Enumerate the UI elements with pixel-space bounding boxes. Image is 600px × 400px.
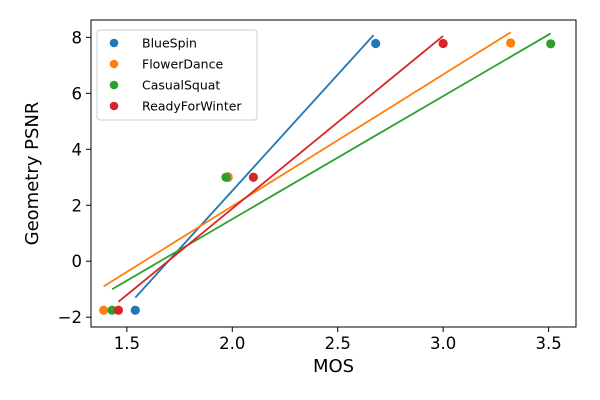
legend-label-0: BlueSpin xyxy=(142,36,197,51)
fit-line-3 xyxy=(117,35,444,303)
legend-marker-2 xyxy=(109,80,119,90)
data-point-0-0 xyxy=(130,305,140,315)
x-tick-label-0: 1.5 xyxy=(114,334,140,353)
x-tick-label-1: 2.0 xyxy=(219,334,245,353)
y-tick-label-5: 8 xyxy=(72,28,83,47)
y-tick-label-1: 0 xyxy=(72,252,83,271)
data-point-3-2 xyxy=(438,38,448,49)
data-point-0-2 xyxy=(371,38,381,49)
x-tick-label-3: 3.0 xyxy=(430,334,456,353)
fit-line-0 xyxy=(134,34,375,299)
x-tick-label-4: 3.5 xyxy=(535,334,561,353)
y-tick-label-2: 2 xyxy=(72,196,83,215)
legend-label-2: CasualSquat xyxy=(142,78,220,93)
data-point-3-1 xyxy=(248,172,258,182)
x-axis-label: MOS xyxy=(313,356,354,377)
y-tick-label-0: −2 xyxy=(58,308,82,327)
data-point-1-0 xyxy=(99,305,109,315)
plot-frame xyxy=(90,19,577,328)
data-point-3-0 xyxy=(113,305,124,315)
legend: BlueSpin FlowerDance CasualSquat ReadyForWi… xyxy=(96,29,258,121)
plot-area xyxy=(99,31,556,315)
data-point-2-2 xyxy=(546,39,556,49)
data-point-2-0 xyxy=(107,305,117,315)
y-tick-label-3: 4 xyxy=(72,140,83,159)
data-point-1-2 xyxy=(506,38,516,48)
y-axis-label: Geometry PSNR xyxy=(22,102,43,246)
axes: 1.5 2.0 2.5 3.0 3.5 −2 0 2 4 6 8 xyxy=(58,19,577,353)
y-tick-label-4: 6 xyxy=(72,84,83,103)
legend-label-1: FlowerDance xyxy=(142,57,223,72)
fit-line-1 xyxy=(103,31,512,288)
x-tick-label-2: 2.5 xyxy=(325,334,351,353)
data-point-2-1 xyxy=(221,172,231,182)
legend-box xyxy=(96,29,258,121)
legend-marker-3 xyxy=(109,101,119,111)
legend-marker-1 xyxy=(109,59,119,69)
legend-label-3: ReadyForWinter xyxy=(142,99,242,114)
legend-marker-0 xyxy=(109,38,119,48)
